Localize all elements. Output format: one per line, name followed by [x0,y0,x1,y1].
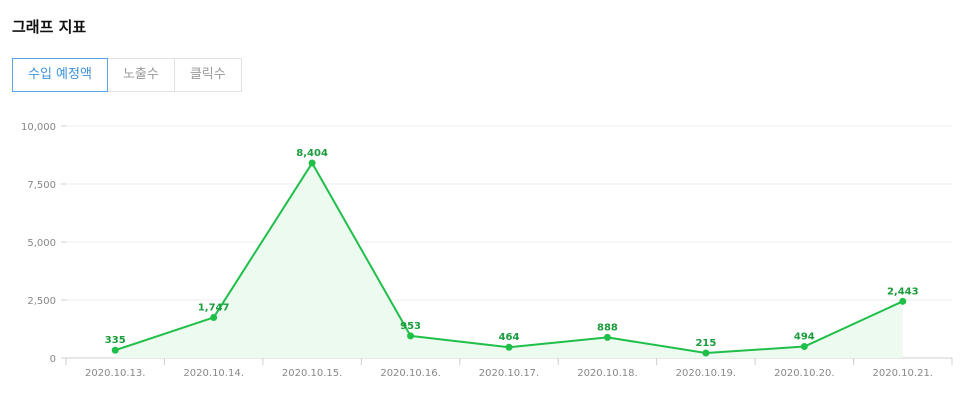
tab-expected-revenue[interactable]: 수입 예정액 [12,58,108,92]
x-tick-label: 2020.10.20. [774,368,834,379]
y-tick-label: 7,500 [27,180,56,191]
tab-impressions[interactable]: 노출수 [107,58,175,92]
data-point[interactable] [407,332,415,340]
y-tick-label: 2,500 [27,296,56,307]
data-point[interactable] [210,313,218,321]
data-point[interactable] [702,349,710,357]
y-tick-label: 10,000 [21,122,56,133]
x-tick-label: 2020.10.16. [380,368,440,379]
data-point[interactable] [505,343,513,351]
data-label: 888 [597,322,618,333]
area-fill [115,163,903,358]
x-tick-label: 2020.10.17. [479,368,539,379]
section-title: 그래프 지표 [12,18,87,36]
area-path [115,163,903,358]
y-axis: 0 2,500 5,000 7,500 10,000 [21,122,66,365]
data-points [111,159,907,357]
x-tick-label: 2020.10.18. [577,368,637,379]
data-label: 215 [695,338,716,349]
data-label: 494 [794,332,815,343]
metric-tabs: 수입 예정액 노출수 클릭수 [12,58,242,92]
data-point[interactable] [111,346,119,354]
data-point[interactable] [603,333,611,341]
data-label: 953 [400,321,421,332]
data-label: 2,443 [887,286,919,297]
x-tick-label: 2020.10.21. [873,368,933,379]
data-point[interactable] [800,343,808,351]
x-tick-label: 2020.10.14. [183,368,243,379]
y-tick-label: 0 [50,354,56,365]
data-label: 1,747 [198,302,230,313]
data-labels: 335 1,747 8,404 953 464 888 215 494 2,443 [105,148,919,349]
x-tick-label: 2020.10.13. [85,368,145,379]
revenue-chart: 335 1,747 8,404 953 464 888 215 494 2,443 0 2,500… [21,122,953,379]
x-tick-label: 2020.10.19. [676,368,736,379]
x-axis: 2020.10.13. 2020.10.14. 2020.10.15. 2020.10… [65,358,953,379]
data-label: 335 [105,335,126,346]
tab-clicks[interactable]: 클릭수 [174,58,242,92]
y-tick-label: 5,000 [27,238,56,249]
x-tick-label: 2020.10.15. [282,368,342,379]
data-label: 8,404 [296,148,328,159]
data-point[interactable] [308,159,316,167]
data-point[interactable] [899,297,907,305]
data-label: 464 [499,332,520,343]
